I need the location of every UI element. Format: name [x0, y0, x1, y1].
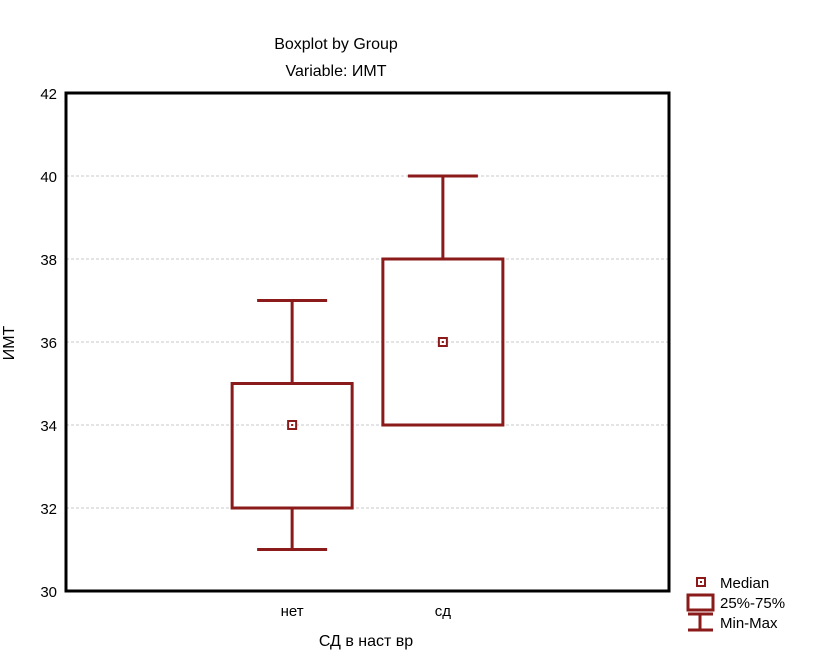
y-tick-labels: 30 32 34 36 38 40 42	[40, 86, 57, 601]
tick-top-3	[441, 91, 445, 95]
x-tick-label-0: нет	[281, 603, 304, 620]
box-сд	[381, 174, 505, 427]
y-tick-label-2: 34	[40, 418, 57, 435]
x-axis-label: СД в наст вр	[319, 633, 413, 650]
tick-top-1	[139, 91, 143, 95]
legend-median-dot	[700, 581, 702, 583]
chart-title: Boxplot by Group	[274, 36, 398, 53]
plot-frame	[64, 91, 671, 593]
median-marker-dot	[441, 341, 444, 343]
tick-top-2	[290, 91, 294, 95]
iqr-box	[230, 382, 354, 510]
legend-box-icon	[686, 593, 715, 612]
tick-bottom-1	[139, 589, 143, 593]
tick-bottom-4	[592, 589, 596, 593]
axis-ticks	[139, 91, 596, 593]
legend-label-box: 25%-75%	[720, 595, 785, 612]
y-tick-label-0: 30	[40, 584, 57, 601]
y-tick-label-3: 36	[40, 335, 57, 352]
legend-label-minmax: Min-Max	[720, 615, 778, 632]
y-axis-label: ИМТ	[1, 325, 18, 360]
median-marker	[437, 337, 448, 347]
median-marker	[287, 420, 298, 430]
chart-subtitle: Variable: ИМТ	[285, 63, 386, 80]
legend: Median 25%-75% Min-Max	[686, 575, 785, 632]
tick-top-4	[592, 91, 596, 95]
y-tick-label-1: 32	[40, 501, 57, 518]
y-tick-label-4: 38	[40, 252, 57, 269]
box-group	[230, 174, 505, 551]
x-tick-label-1: сд	[435, 603, 452, 620]
box-нет	[230, 299, 354, 551]
tick-bottom-3	[441, 589, 445, 593]
legend-median-icon	[696, 577, 706, 587]
x-tick-labels: нет сд	[281, 603, 452, 620]
tick-bottom-2	[290, 589, 294, 593]
iqr-box	[381, 257, 505, 427]
median-marker-dot	[291, 424, 294, 426]
y-tick-label-6: 42	[40, 86, 57, 103]
legend-label-median: Median	[720, 575, 769, 592]
y-tick-label-5: 40	[40, 169, 57, 186]
grid-lines	[66, 175, 669, 509]
